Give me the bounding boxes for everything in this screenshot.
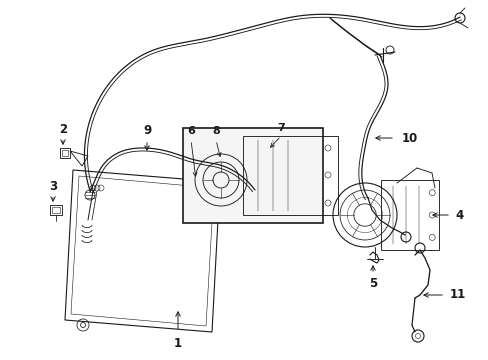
Text: 10: 10 [401,131,417,144]
Bar [60,148,70,158]
Bar [183,128,323,223]
Text: 4: 4 [454,208,462,221]
Text: 6: 6 [187,126,195,136]
Text: 3: 3 [49,180,57,193]
Text: 1: 1 [174,337,182,350]
Text: 8: 8 [212,126,220,136]
Text: 9: 9 [142,124,151,137]
Text: 7: 7 [277,123,285,133]
Bar [50,205,62,215]
Text: 2: 2 [59,123,67,136]
Bar [243,136,337,215]
Text: 11: 11 [449,288,465,302]
Bar [62,150,68,156]
Bar [52,207,60,213]
Bar [380,180,438,250]
Text: 5: 5 [368,277,376,290]
